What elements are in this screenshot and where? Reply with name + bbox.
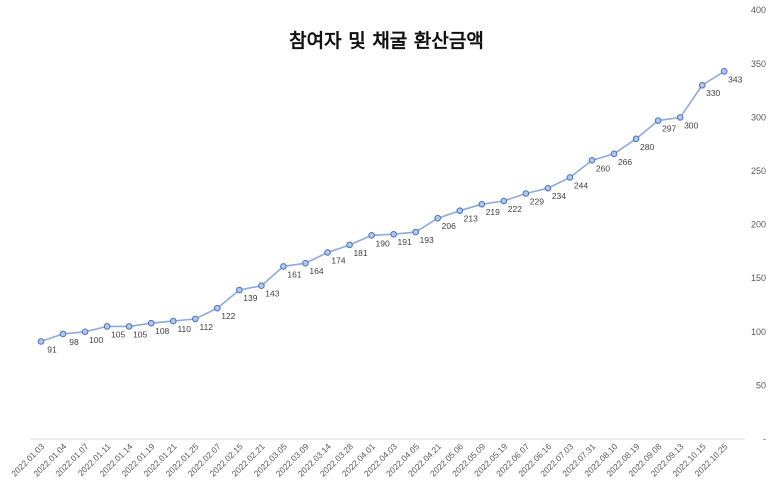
data-point: [566, 174, 574, 181]
data-point: [368, 232, 375, 239]
data-label: 190: [376, 238, 390, 248]
data-label: 110: [177, 324, 191, 334]
data-point: [37, 338, 45, 345]
data-label: 343: [728, 74, 742, 84]
data-point: [434, 214, 442, 222]
data-point: [147, 319, 155, 327]
data-point: [478, 200, 486, 208]
data-label: 161: [287, 269, 301, 279]
y-tick-label: 250: [751, 166, 766, 176]
data-label: 280: [640, 142, 654, 152]
series: [40, 70, 725, 343]
data-label: 266: [618, 157, 632, 167]
y-tick-label: 400: [751, 5, 766, 15]
data-point: [280, 263, 287, 270]
data-label: 139: [243, 293, 257, 303]
data-label: 108: [155, 326, 169, 336]
data-label: 105: [133, 329, 147, 339]
data-point: [81, 328, 89, 336]
data-label: 105: [111, 329, 125, 339]
data-label: 222: [508, 204, 522, 214]
y-tick-label: 100: [751, 327, 766, 337]
series-line: [40, 70, 725, 343]
y-tick-label: 300: [751, 112, 766, 122]
data-label: 174: [331, 255, 345, 265]
data-labels: 91 98 100 105 105 108 110 112 122 139 143 161 164 174…: [47, 74, 742, 354]
data-label: 193: [420, 235, 434, 245]
data-label: 112: [199, 322, 213, 332]
data-label: 181: [353, 248, 367, 258]
data-label: 297: [662, 124, 676, 134]
data-label: 244: [574, 180, 588, 190]
data-point: [522, 190, 530, 197]
data-point: [191, 315, 199, 323]
data-label: 260: [596, 163, 610, 173]
data-label: 206: [442, 221, 456, 231]
data-point: [632, 135, 640, 143]
y-tick-label: -: [763, 434, 766, 444]
data-label: 98: [69, 337, 79, 347]
data-label: 91: [47, 344, 57, 354]
data-point: [456, 207, 464, 214]
data-point: [169, 317, 177, 325]
data-point: [214, 304, 221, 312]
data-point: [125, 323, 133, 330]
data-point: [610, 150, 618, 158]
data-point: [103, 323, 111, 330]
data-label: 191: [398, 237, 412, 247]
data-point: [324, 249, 331, 256]
y-tick-label: 50: [756, 380, 766, 390]
y-axis: - 50 100 150 200 250 300 350 400: [751, 5, 766, 444]
data-point: [302, 259, 309, 267]
data-point: [500, 197, 508, 205]
data-point: [544, 184, 552, 192]
y-tick-label: 150: [751, 273, 766, 283]
data-label: 234: [552, 191, 566, 201]
data-point: [346, 241, 353, 249]
data-label: 219: [486, 207, 500, 217]
data-label: 330: [706, 88, 720, 98]
data-point: [720, 68, 728, 75]
data-point: [654, 117, 662, 124]
data-point: [390, 230, 397, 238]
data-point: [412, 228, 419, 236]
data-point: [236, 286, 243, 294]
data-label: 300: [684, 120, 698, 130]
y-tick-label: 200: [751, 220, 766, 230]
data-label: 100: [89, 335, 103, 345]
data-point: [588, 156, 596, 164]
data-point: [258, 282, 265, 290]
x-axis-ticks: 2022.01.032022.01.042022.01.072022.01.11…: [9, 441, 730, 478]
data-label: 122: [221, 311, 235, 321]
data-label: 213: [464, 214, 478, 224]
data-label: 164: [309, 266, 323, 276]
y-tick-label: 350: [751, 59, 766, 69]
markers: [37, 68, 728, 345]
data-point: [698, 81, 706, 89]
chart-title: 참여자 및 채굴 환산금액: [289, 30, 484, 52]
data-label: 143: [265, 289, 279, 299]
data-point: [59, 330, 67, 338]
data-point: [676, 114, 684, 121]
data-label: 229: [530, 197, 544, 207]
